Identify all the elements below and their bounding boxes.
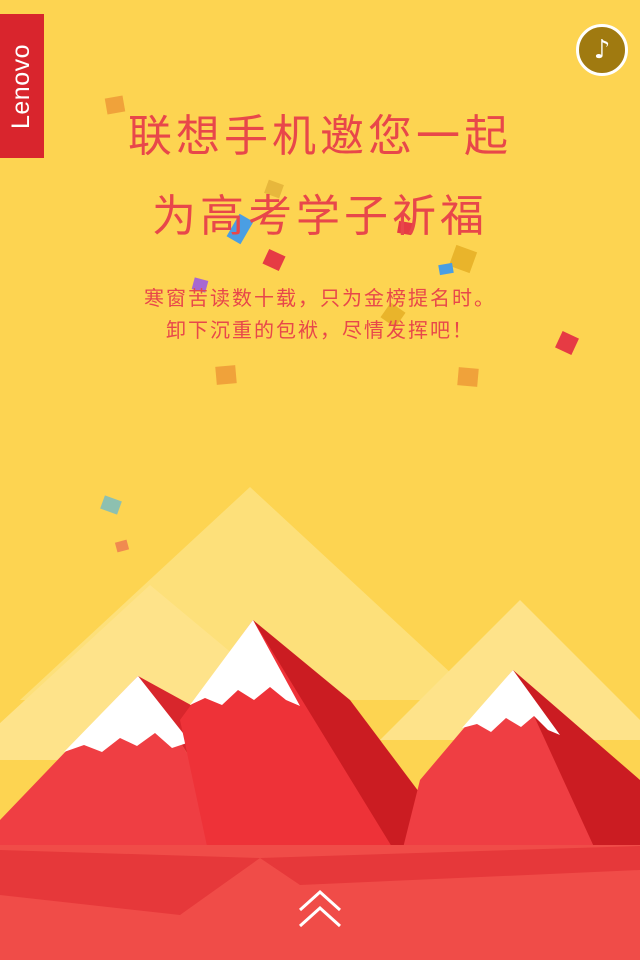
headline-line-1: 联想手机邀您一起	[128, 111, 512, 162]
subtext-line-2: 卸下沉重的包袱，尽情发挥吧！	[166, 318, 474, 342]
music-note-icon: ♪	[593, 35, 611, 65]
lenovo-logo: Lenovo	[0, 14, 44, 158]
music-toggle-button[interactable]: ♪	[576, 24, 628, 76]
scroll-up-button[interactable]	[294, 886, 346, 932]
headline-line-2: 为高考学子祈福	[152, 191, 488, 242]
subtext-line-1: 寒窗苦读数十载，只为金榜提名时。	[144, 286, 496, 310]
double-chevron-up-icon	[298, 889, 342, 928]
